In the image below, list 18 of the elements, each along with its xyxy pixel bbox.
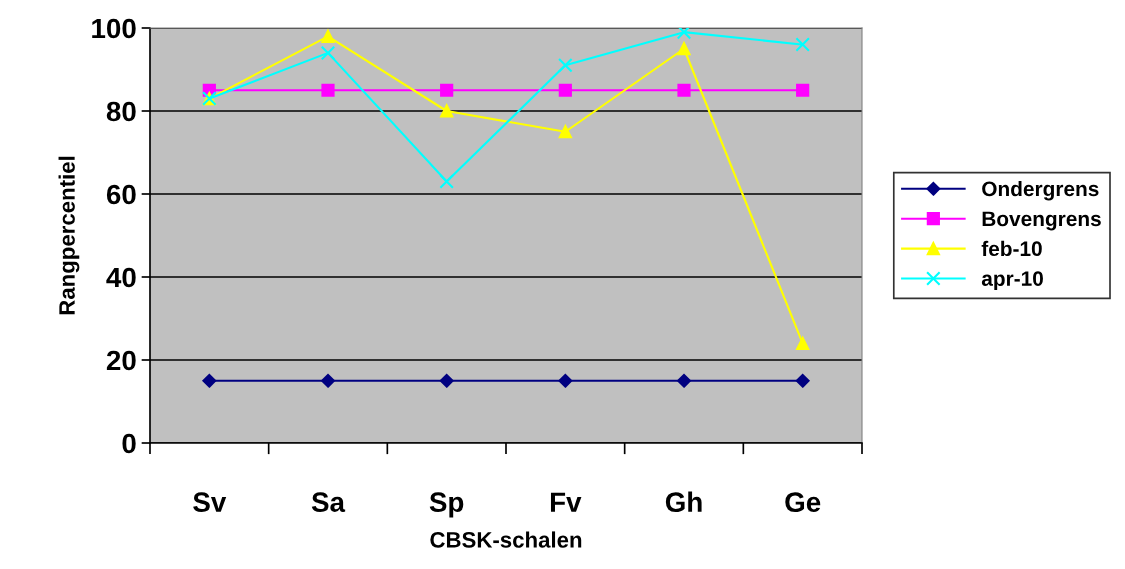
y-tick-label: 40 [106, 267, 136, 288]
x-axis-title: CBSK-schalen [430, 531, 582, 548]
y-tick-label: 100 [92, 18, 136, 39]
x-tick-label: Sa [311, 492, 346, 513]
x-tick-label: Sv [193, 492, 227, 513]
x-tick-label: Fv [550, 492, 582, 512]
y-tick-label: 60 [106, 184, 136, 205]
y-tick-label: 80 [106, 101, 136, 122]
x-tick-label: Ge [785, 492, 821, 513]
x-tick-label: Sp [429, 492, 464, 518]
y-tick-label: 0 [122, 433, 136, 454]
y-axis-title: Rangpercentiel [58, 156, 80, 315]
legend-label: apr-10 [981, 271, 1043, 291]
legend-label: Bovengrens [982, 211, 1101, 231]
x-tick-label: Gh [665, 491, 702, 513]
legend-label: Ondergrens [982, 180, 1099, 201]
legend-label: feb-10 [981, 240, 1042, 257]
y-tick-label: 20 [106, 350, 136, 371]
